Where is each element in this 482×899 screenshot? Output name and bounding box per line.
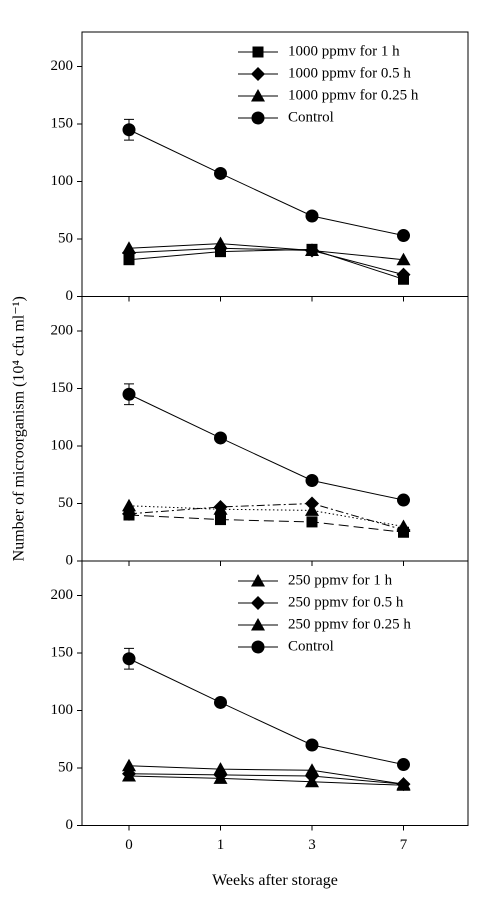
plot-frame (81, 560, 469, 826)
marker (396, 777, 411, 790)
marker (122, 758, 136, 772)
marker (252, 46, 264, 58)
series-line (128, 247, 404, 276)
marker (251, 574, 265, 587)
marker (305, 738, 319, 752)
marker (305, 209, 319, 223)
series-line (128, 658, 404, 766)
marker (122, 241, 136, 254)
x-tick-label: 1 (217, 837, 225, 853)
legend-label: 250 ppmv for 1 h (288, 572, 393, 588)
y-tick-label: 100 (51, 702, 74, 718)
marker (396, 519, 411, 532)
marker (215, 514, 226, 526)
marker (305, 243, 319, 256)
marker (214, 695, 227, 709)
legend-label: Control (288, 109, 334, 125)
series-line (128, 129, 404, 237)
legend-label: 250 ppmv for 0.5 h (288, 594, 404, 610)
x-axis-label: Weeks after storage (212, 872, 338, 889)
y-tick-label: 50 (58, 230, 73, 246)
marker (122, 387, 136, 401)
legend-label: 250 ppmv for 0.25 h (288, 616, 411, 632)
y-tick-label: 0 (66, 552, 74, 568)
marker (214, 431, 227, 445)
legend-label: 1000 ppmv for 0.5 h (288, 65, 411, 81)
marker (122, 652, 136, 666)
marker (397, 493, 410, 507)
marker (251, 618, 265, 631)
y-tick-label: 200 (51, 58, 74, 74)
marker (251, 111, 265, 125)
marker (305, 474, 319, 487)
y-tick-label: 100 (51, 173, 74, 189)
y-tick-label: 50 (58, 759, 73, 775)
series-line (128, 505, 404, 527)
marker (213, 236, 228, 250)
y-tick-label: 200 (51, 587, 74, 603)
marker (213, 762, 228, 775)
y-tick-label: 0 (66, 288, 74, 304)
y-tick-label: 0 (66, 817, 74, 833)
marker (397, 229, 410, 243)
plot-frame (81, 296, 469, 562)
y-tick-label: 100 (51, 437, 74, 453)
y-tick-label: 50 (58, 495, 73, 511)
marker (305, 503, 319, 516)
marker (251, 89, 265, 102)
series-line (128, 502, 404, 531)
series-line (128, 775, 404, 786)
marker (397, 758, 410, 772)
marker (213, 502, 228, 515)
x-tick-label: 3 (308, 837, 316, 853)
marker (122, 123, 136, 137)
y-tick-label: 150 (51, 644, 74, 660)
marker (214, 166, 227, 180)
x-tick-label: 0 (125, 837, 133, 853)
marker (396, 267, 411, 282)
y-tick-label: 150 (51, 380, 74, 396)
legend-label: 1000 ppmv for 0.25 h (288, 87, 419, 103)
series-line (128, 514, 404, 533)
marker (305, 763, 319, 776)
x-tick-label: 7 (400, 837, 408, 853)
marker (251, 67, 265, 81)
marker (251, 596, 265, 610)
series-line (128, 773, 404, 785)
y-tick-label: 150 (51, 115, 74, 131)
series-line (128, 243, 404, 261)
legend-label: Control (288, 638, 334, 654)
y-axis-label: Number of microorganism (10⁴ cfu ml⁻¹) (11, 296, 28, 561)
marker (122, 498, 136, 512)
marker (396, 252, 411, 266)
series-line (128, 248, 404, 280)
y-tick-label: 200 (51, 322, 74, 338)
series-line (128, 765, 404, 785)
legend-label: 1000 ppmv for 1 h (288, 43, 400, 59)
series-line (128, 393, 404, 501)
marker (306, 516, 318, 528)
marker (251, 640, 265, 654)
